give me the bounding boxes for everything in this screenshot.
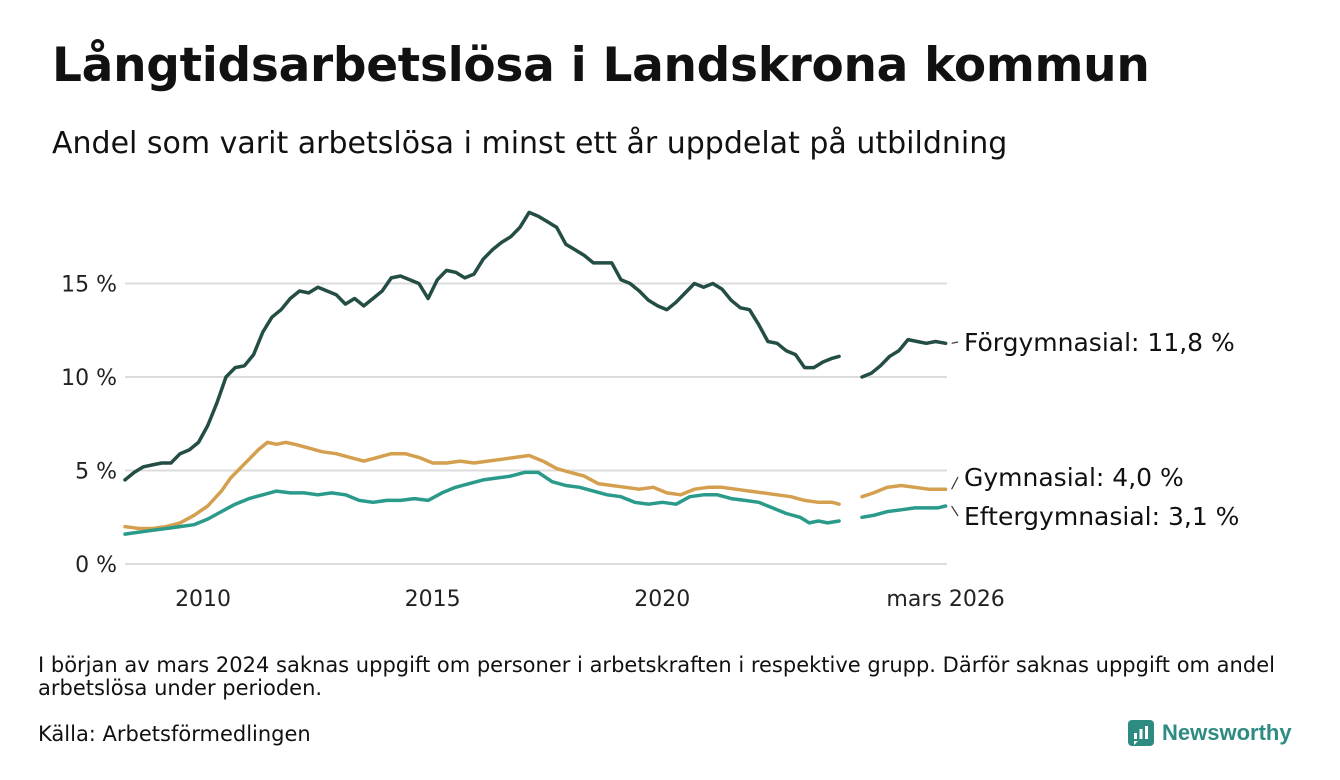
x-axis-ticks: 2010 2015 2020 mars 2026 [175,587,1005,612]
newsworthy-logo-icon [1128,720,1154,746]
label-leader-line [951,476,959,490]
line-chart: 0 % 5 % 10 % 15 % 2010 2015 2020 mars 2026 För… [61,210,1239,612]
label-leader-line [951,341,959,344]
brand-logo[interactable]: Newsworthy [1128,718,1292,748]
y-tick-label: 5 % [75,460,117,485]
series-line-eftergymnasial-segment-1 [123,470,841,536]
label-leader-line [951,505,959,517]
chart-title: Långtidsarbetslösa i Landskrona kommun [52,38,1150,93]
footnote: I början av mars 2024 saknas uppgift om … [38,653,1275,700]
end-label-förgymnasial: Förgymnasial: 11,8 % [964,328,1235,357]
series-line-gymnasial-segment-1 [123,440,841,531]
gridlines [125,282,947,565]
end-labels: Förgymnasial: 11,8 % Gymnasial: 4,0 % Efte… [951,328,1239,531]
series-line-förgymnasial-segment-2 [860,337,948,379]
y-tick-label: 15 % [61,273,117,298]
chart-subtitle: Andel som varit arbetslösa i minst ett å… [52,126,1008,161]
x-tick-label: 2020 [634,587,690,612]
x-tick-label: 2015 [405,587,461,612]
series-line-eftergymnasial-segment-2 [860,504,948,520]
series-line-förgymnasial-segment-1 [123,210,841,482]
y-tick-label: 10 % [61,366,117,391]
y-tick-label: 0 % [75,553,117,578]
series-line-gymnasial-segment-2 [860,483,948,499]
y-axis-ticks: 0 % 5 % 10 % 15 % [61,273,117,579]
x-tick-label: 2010 [175,587,231,612]
brand-name: Newsworthy [1162,720,1292,745]
source-credit: Källa: Arbetsförmedlingen [38,722,311,746]
x-tick-label: mars 2026 [886,587,1004,612]
series-lines [123,210,948,536]
end-label-eftergymnasial: Eftergymnasial: 3,1 % [964,502,1239,531]
end-label-gymnasial: Gymnasial: 4,0 % [964,463,1184,492]
